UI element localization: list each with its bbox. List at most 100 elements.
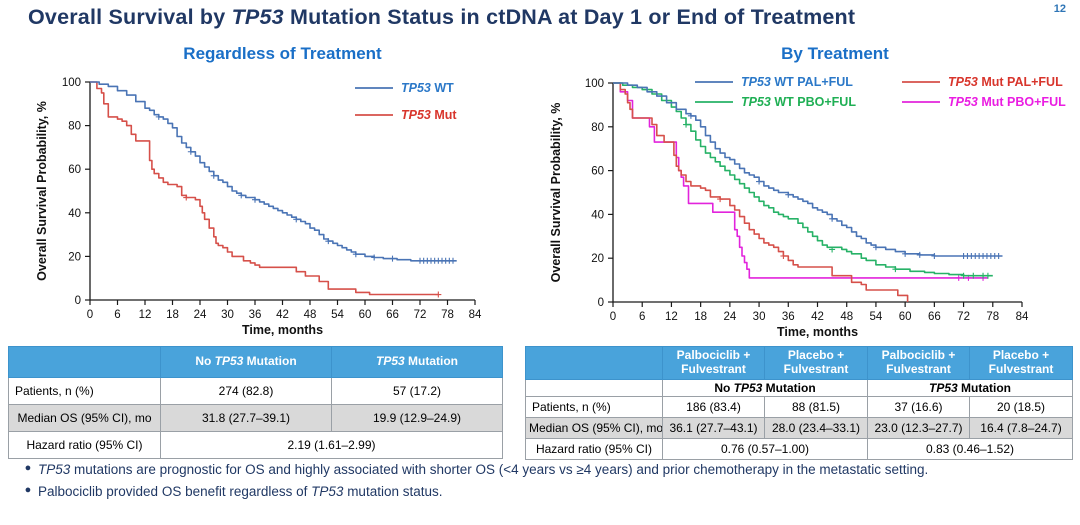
bullet-dot-icon: ● xyxy=(24,484,32,497)
legend-label: TP53 WT PAL+FUL xyxy=(741,75,853,89)
y-tick-label: 0 xyxy=(75,295,81,307)
censor-mark xyxy=(717,196,724,203)
x-tick-label: 12 xyxy=(665,311,678,323)
legend-label: TP53 WT xyxy=(401,81,454,95)
bullet-dot-icon: ● xyxy=(24,462,32,474)
col-header-pbo-ful-1: Placebo + Fulvestrant xyxy=(764,346,868,380)
legend-label: TP53 WT PBO+FUL xyxy=(741,95,856,109)
cell-median-os-no-mutation: 31.8 (27.7–39.1) xyxy=(160,404,332,432)
x-tick-label: 66 xyxy=(928,311,941,323)
censor-mark xyxy=(687,112,694,119)
x-tick-label: 60 xyxy=(359,309,372,321)
cell-patients-pal-mut: 37 (16.6) xyxy=(867,396,970,418)
censor-mark xyxy=(210,172,217,179)
censor-mark xyxy=(902,250,909,257)
x-tick-label: 18 xyxy=(694,311,707,323)
group-header-no-mutation: No TP53 Mutation xyxy=(662,379,868,397)
bullet-os-benefit: ● Palbociclib provided OS benefit regard… xyxy=(18,482,1068,501)
censor-mark xyxy=(916,251,923,258)
censor-mark xyxy=(892,266,899,273)
row-label-hazard-ratio: Hazard ratio (95% CI) xyxy=(8,431,161,459)
group-header-spacer xyxy=(525,379,663,397)
y-tick-label: 40 xyxy=(68,208,81,220)
slide-title: Overall Survival by TP53 Mutation Status… xyxy=(28,5,1038,30)
censor-mark xyxy=(325,238,332,245)
x-axis-title: Time, months xyxy=(777,325,858,338)
censor-mark xyxy=(155,113,162,120)
x-tick-label: 60 xyxy=(899,311,912,323)
censor-mark xyxy=(293,216,300,223)
x-tick-label: 12 xyxy=(139,309,152,321)
x-tick-label: 72 xyxy=(957,311,970,323)
cell-median-os-mutation: 19.9 (12.9–24.9) xyxy=(331,404,503,432)
y-tick-label: 20 xyxy=(68,251,81,263)
legend-label: TP53 Mut PAL+FUL xyxy=(948,75,1063,89)
x-tick-label: 54 xyxy=(331,309,344,321)
y-tick-label: 60 xyxy=(591,166,604,178)
takeaway-bullets: ● TP53 mutations are prognostic for OS a… xyxy=(18,460,1068,504)
km-curve xyxy=(90,81,457,262)
x-tick-label: 66 xyxy=(386,309,399,321)
y-tick-label: 20 xyxy=(591,253,604,265)
km-curve xyxy=(613,82,909,302)
x-tick-label: 84 xyxy=(1016,311,1029,323)
x-tick-label: 48 xyxy=(840,311,853,323)
km-curve xyxy=(613,82,988,279)
bullet-prognostic: ● TP53 mutations are prognostic for OS a… xyxy=(18,460,1068,479)
x-tick-label: 42 xyxy=(811,311,824,323)
y-tick-label: 100 xyxy=(62,77,81,89)
cell-patients-mutation: 57 (17.2) xyxy=(331,377,503,405)
censor-mark xyxy=(955,274,962,281)
chart-title-by-treatment: By Treatment xyxy=(781,44,889,63)
censor-mark xyxy=(984,272,991,279)
row-label-patients: Patients, n (%) xyxy=(8,377,161,405)
censor-mark xyxy=(872,244,879,251)
censor-mark xyxy=(183,194,190,201)
x-tick-label: 36 xyxy=(249,309,262,321)
censor-mark xyxy=(785,191,792,198)
row-label-hazard-ratio: Hazard ratio (95% CI) xyxy=(525,438,663,460)
x-tick-label: 30 xyxy=(753,311,766,323)
x-tick-label: 30 xyxy=(221,309,234,321)
censor-mark xyxy=(829,215,836,222)
y-tick-label: 60 xyxy=(68,164,81,176)
censor-mark xyxy=(187,148,194,155)
group-header-mutation: TP53 Mutation xyxy=(867,379,1073,397)
y-tick-label: 100 xyxy=(585,78,604,90)
cell-median-os-pal-mut: 23.0 (12.3–27.7) xyxy=(867,417,970,439)
km-curve xyxy=(613,82,993,277)
cell-patients-no-mutation: 274 (82.8) xyxy=(160,377,332,405)
col-header-pal-ful-2: Palbociclib + Fulvestrant xyxy=(867,346,970,380)
row-label-median-os: Median OS (95% CI), mo xyxy=(525,417,663,439)
col-header-pbo-ful-2: Placebo + Fulvestrant xyxy=(969,346,1073,380)
legend-label: TP53 Mut xyxy=(401,108,457,122)
censor-mark xyxy=(238,192,245,199)
y-tick-label: 0 xyxy=(598,297,604,309)
x-tick-label: 6 xyxy=(114,309,120,321)
x-tick-label: 24 xyxy=(194,309,207,321)
summary-table-regardless: No TP53 Mutation TP53 Mutation Patients,… xyxy=(8,346,503,459)
x-tick-label: 78 xyxy=(986,311,999,323)
censor-mark xyxy=(995,253,1002,260)
slide-title-pre: Overall Survival by xyxy=(28,5,232,29)
x-tick-label: 72 xyxy=(414,309,427,321)
x-tick-label: 36 xyxy=(782,311,795,323)
slide-title-post: Mutation Status in ctDNA at Day 1 or End… xyxy=(283,5,856,29)
cell-median-os-pal-no-mut: 36.1 (27.7–43.1) xyxy=(662,417,765,439)
censor-mark xyxy=(780,253,787,260)
axis-lines xyxy=(612,83,1022,303)
table-corner-cell xyxy=(525,346,663,380)
slide-title-gene: TP53 xyxy=(231,5,284,29)
censor-mark xyxy=(371,254,378,261)
bullet-text: Palbociclib provided OS benefit regardle… xyxy=(38,484,443,500)
col-header-mutation: TP53 Mutation xyxy=(331,346,503,378)
page-number: 12 xyxy=(1053,3,1066,15)
x-tick-label: 84 xyxy=(469,309,482,321)
x-tick-label: 48 xyxy=(304,309,317,321)
cell-hazard-ratio-mut: 0.83 (0.46–1.52) xyxy=(867,438,1073,460)
x-tick-label: 6 xyxy=(639,311,645,323)
x-tick-label: 0 xyxy=(610,311,616,323)
col-header-pal-ful-1: Palbociclib + Fulvestrant xyxy=(662,346,765,380)
summary-table-by-treatment: Palbociclib + Fulvestrant Placebo + Fulves… xyxy=(525,346,1073,460)
